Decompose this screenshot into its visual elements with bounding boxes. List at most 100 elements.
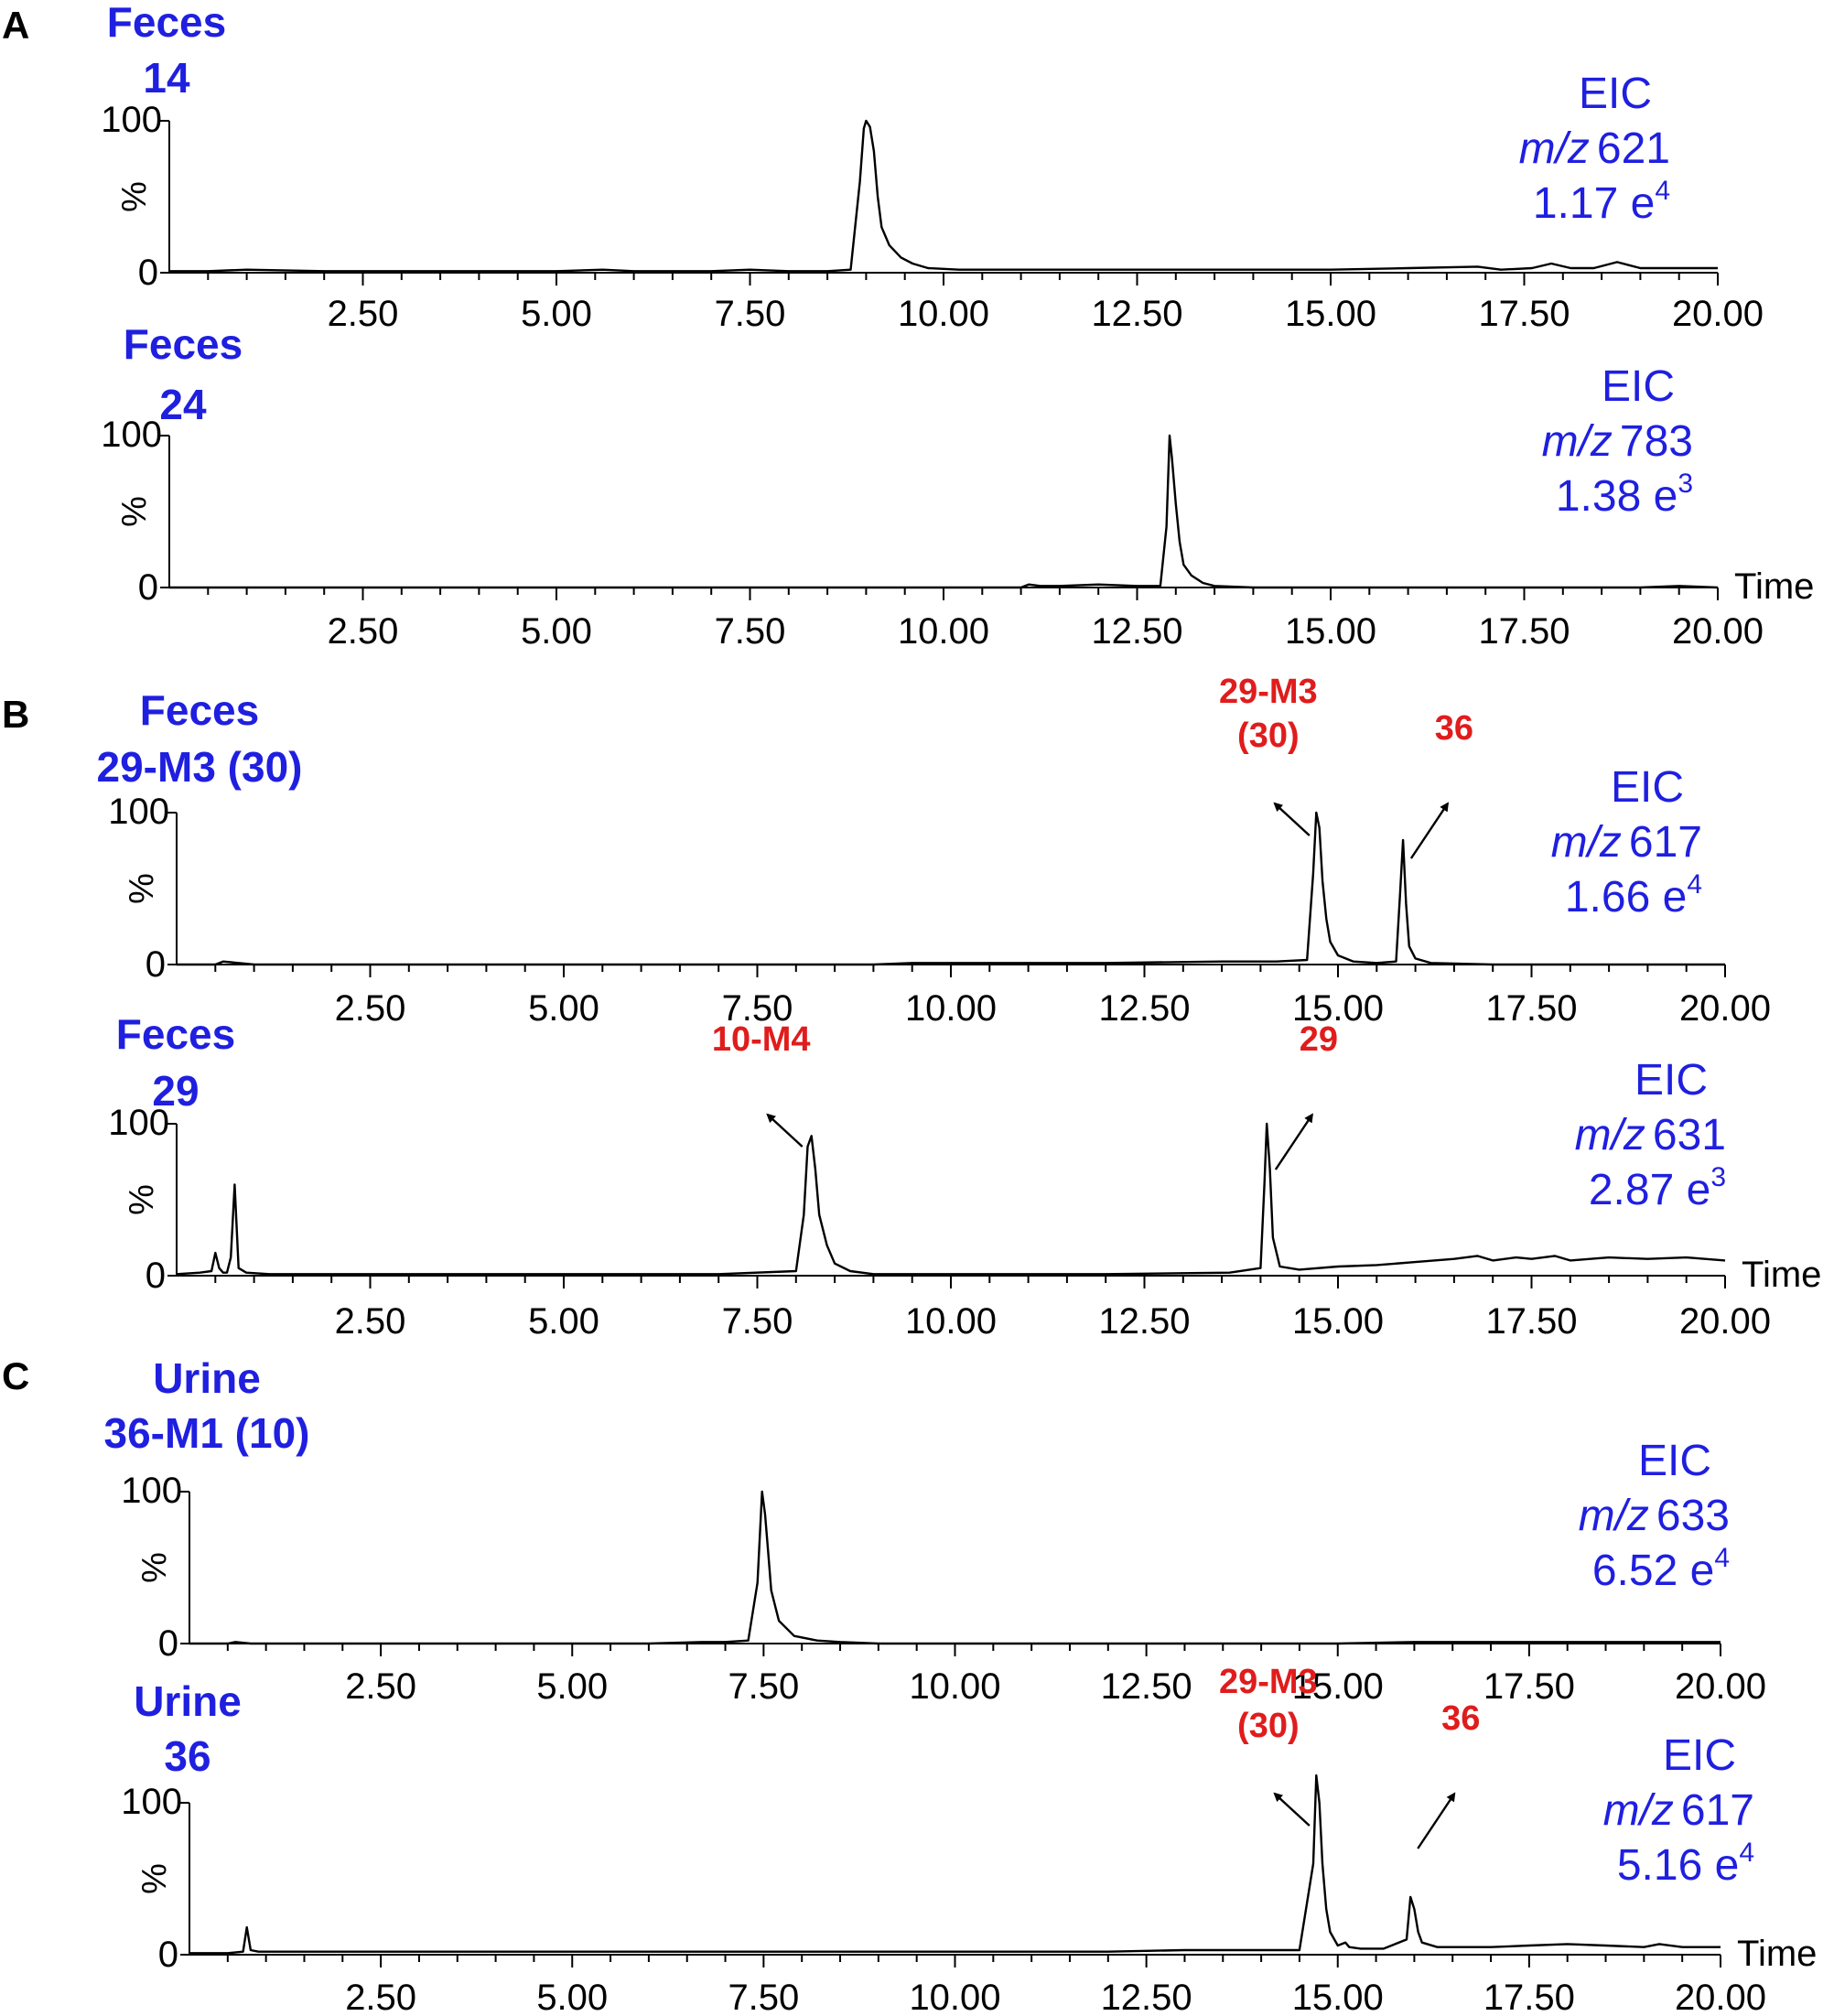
mz-label: m/z 617 [1603,1786,1754,1835]
intensity-value: 5.16 e [1617,1841,1739,1890]
intensity-exponent: 3 [1710,1162,1726,1192]
x-tick-label: 7.50 [728,1978,799,2016]
peak-annotation-arrow [1417,1792,1456,1849]
x-tick-label: 20.00 [1672,611,1764,652]
intensity-label: 1.66 e4 [1565,869,1702,922]
mz-prefix: m/z [1519,124,1590,173]
eic-label: EIC [1611,763,1684,812]
intensity-exponent: 3 [1678,469,1693,499]
x-tick-label: 2.50 [335,988,406,1029]
sample-label: Feces [140,686,259,734]
mz-value: 633 [1656,1492,1730,1540]
x-tick-label: 20.00 [1675,1666,1766,1707]
intensity-exponent: 4 [1714,1543,1730,1573]
compound-label: 24 [159,381,207,428]
peak-annotation-arrow [1273,1792,1311,1827]
mz-prefix: m/z [1603,1786,1674,1835]
x-tick-label: 7.50 [722,988,793,1029]
x-tick-label: 10.00 [909,1978,1000,2016]
x-tick-label: 20.00 [1679,988,1771,1029]
sample-label: Urine [153,1354,261,1402]
x-axis-label-time: Time [1737,1934,1817,1974]
intensity-value: 1.66 e [1565,873,1687,922]
x-tick-label: 15.00 [1292,988,1384,1029]
y-tick-label-100: 100 [121,1471,182,1511]
peak-annotation-label: 36 [1435,709,1473,748]
x-tick-label: 10.00 [905,988,997,1029]
x-tick-label: 20.00 [1675,1978,1766,2016]
x-tick-label: 5.00 [528,1301,599,1342]
chromatogram-trace [176,1122,1726,1276]
x-tick-label: 12.50 [1091,294,1182,334]
y-tick-label-0: 0 [138,567,158,608]
x-tick-label: 2.50 [328,294,399,334]
x-tick-label: 10.00 [898,294,989,334]
x-tick-label: 15.00 [1285,611,1376,652]
intensity-value: 2.87 e [1589,1166,1710,1214]
y-tick-label-100: 100 [101,100,162,140]
intensity-label: 1.17 e4 [1533,176,1670,228]
mz-label: m/z 631 [1575,1111,1726,1159]
mz-value: 617 [1681,1786,1754,1835]
compound-label: 29-M3 (30) [97,743,303,791]
peak-annotation-label: (30) [1237,1707,1300,1745]
y-axis-label: % [123,1184,161,1215]
y-tick-label-0: 0 [146,1256,166,1296]
y-tick-label-100: 100 [121,1782,182,1822]
x-axis-label-time: Time [1734,566,1814,607]
eic-label: EIC [1638,1437,1711,1485]
mz-value: 621 [1597,124,1670,173]
sample-label: Feces [116,1010,235,1058]
y-tick-label-0: 0 [158,1623,178,1664]
peak-annotation-label: 29-M3 [1219,1663,1318,1701]
x-tick-label: 2.50 [328,611,399,652]
eic-label: EIC [1634,1056,1708,1105]
eic-label: EIC [1579,70,1652,118]
peak-annotation-arrow [1409,802,1450,859]
peak-annotation-arrow [1273,802,1311,836]
chromatogram-trace [177,811,1725,966]
x-tick-label: 12.50 [1101,1978,1192,2016]
panel-letter-a: A [2,4,29,47]
intensity-value: 1.38 e [1556,472,1678,521]
x-tick-label: 17.50 [1483,1666,1575,1707]
peak-annotation-label: 29 [1300,1020,1338,1059]
x-tick-label: 5.00 [536,1978,608,2016]
x-tick-label: 7.50 [722,1301,793,1342]
y-tick-label-100: 100 [108,1103,169,1143]
sample-label: Urine [134,1677,242,1725]
mz-value: 617 [1629,818,1702,867]
x-tick-label: 20.00 [1679,1301,1771,1342]
x-axis-label-time: Time [1742,1255,1821,1295]
mz-prefix: m/z [1579,1492,1649,1540]
intensity-value: 6.52 e [1592,1547,1714,1595]
peak-annotation-label: 10-M4 [712,1020,811,1059]
panel-letter-b: B [2,693,29,736]
mz-label: m/z 621 [1519,124,1670,173]
x-tick-label: 15.00 [1292,1301,1384,1342]
chromatogram-trace [189,1773,1721,1955]
y-axis-label: % [115,496,154,527]
compound-label: 29 [152,1067,199,1115]
y-tick-label-100: 100 [101,415,162,455]
y-tick-label-0: 0 [146,944,166,985]
chromatogram-trace [169,119,1718,273]
peak-annotation-arrow [766,1113,804,1148]
x-tick-label: 5.00 [521,294,592,334]
x-tick-label: 15.00 [1292,1666,1384,1707]
mz-label: m/z 783 [1542,417,1693,466]
sample-label: Feces [107,0,226,46]
mz-label: m/z 617 [1551,818,1702,867]
mz-prefix: m/z [1551,818,1622,867]
intensity-exponent: 4 [1655,176,1670,206]
compound-label: 36-M1 (10) [104,1409,310,1457]
x-tick-label: 7.50 [728,1666,799,1707]
x-tick-label: 10.00 [909,1666,1000,1707]
chromatogram-trace [169,434,1719,589]
peak-annotation-label: 29-M3 [1219,673,1318,711]
mz-prefix: m/z [1542,417,1613,466]
y-tick-label-0: 0 [158,1935,178,1975]
mz-prefix: m/z [1575,1111,1645,1159]
